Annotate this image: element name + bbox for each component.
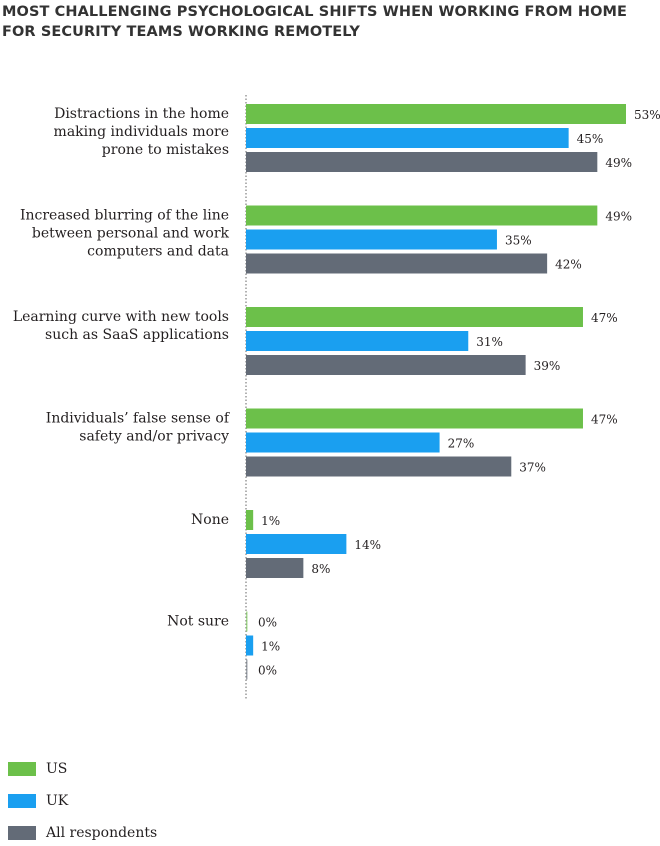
bar [246, 635, 254, 656]
data-label: 49% [605, 156, 632, 170]
category-label: Not sure [167, 614, 229, 630]
category-label: Individuals’ false sense of [46, 411, 231, 427]
data-label: 1% [261, 514, 280, 528]
category-label: None [191, 512, 229, 528]
category-label: such as SaaS applications [45, 327, 229, 343]
category-label: safety and/or privacy [79, 429, 229, 445]
legend-item: US [8, 761, 67, 777]
data-label: 14% [354, 538, 381, 552]
data-label: 8% [311, 562, 330, 576]
category-label: computers and data [87, 244, 229, 260]
data-label: 0% [258, 664, 277, 678]
bar [246, 611, 248, 632]
bar [246, 510, 254, 530]
bar [246, 659, 248, 680]
data-label: 39% [534, 359, 561, 373]
data-label: 42% [555, 258, 582, 272]
category-label: prone to mistakes [102, 142, 229, 158]
legend-item: All respondents [8, 825, 157, 841]
bar [246, 104, 626, 124]
data-label: 47% [591, 413, 618, 427]
category-label: Learning curve with new tools [13, 309, 229, 325]
data-label: 35% [505, 234, 532, 248]
data-label: 1% [261, 640, 280, 654]
data-label: 53% [634, 108, 660, 122]
category-label: Distractions in the home [54, 106, 229, 122]
legend-label: US [46, 761, 68, 777]
legend-item: UK [8, 793, 68, 809]
bar [246, 229, 497, 250]
data-label: 45% [577, 132, 604, 146]
legend-label: All respondents [46, 825, 158, 841]
chart-title: MOST CHALLENGING PSYCHOLOGICAL SHIFTS WH… [2, 4, 628, 40]
bar [246, 355, 526, 375]
legend-label: UK [46, 793, 69, 809]
data-label: 0% [258, 616, 277, 630]
category-label: between personal and work [32, 226, 230, 242]
bar [246, 558, 304, 578]
category-label: Increased blurring of the line [20, 208, 229, 224]
legend-swatch [8, 762, 36, 776]
data-label: 47% [591, 311, 618, 325]
bar [246, 205, 598, 226]
legend-swatch [8, 826, 36, 840]
bar [246, 432, 440, 453]
bar [246, 408, 583, 429]
data-label: 37% [519, 461, 546, 475]
bar [246, 307, 583, 327]
legend-swatch [8, 794, 36, 808]
bar [246, 331, 469, 351]
data-label: 31% [476, 335, 503, 349]
data-label: 49% [605, 210, 632, 224]
bar [246, 534, 347, 554]
bar [246, 152, 598, 172]
bar [246, 253, 548, 274]
category-label: making individuals more [54, 124, 229, 140]
bar [246, 128, 569, 148]
data-label: 27% [448, 437, 475, 451]
bar [246, 456, 512, 477]
